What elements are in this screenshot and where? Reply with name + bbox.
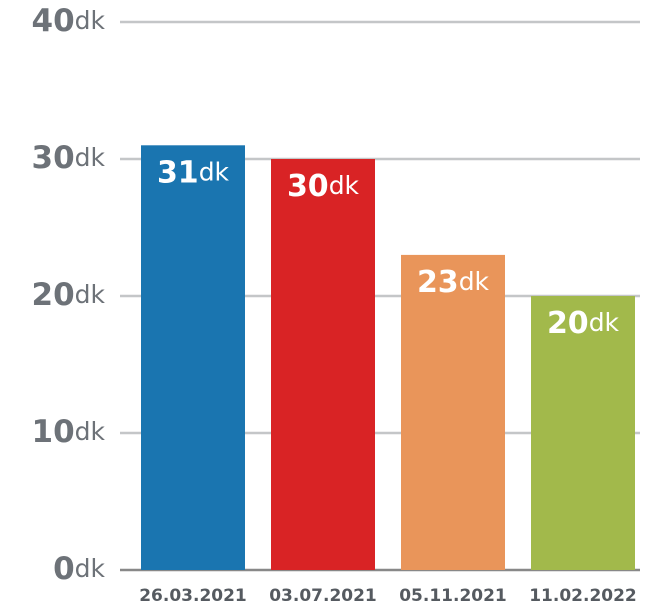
x-tick-label: 11.02.2022: [529, 586, 637, 606]
x-tick-label: 05.11.2021: [399, 586, 507, 606]
value-label: 20dk: [547, 306, 620, 341]
y-tick-label: 0dk: [53, 551, 105, 587]
value-label: 30dk: [287, 169, 360, 204]
y-tick-label: 10dk: [32, 414, 106, 450]
bar: [271, 159, 375, 570]
x-tick-label: 03.07.2021: [269, 586, 377, 606]
value-label: 23dk: [417, 264, 490, 299]
y-tick-label: 20dk: [32, 277, 106, 313]
bar: [401, 254, 505, 570]
x-tick-label: 26.03.2021: [139, 586, 247, 606]
y-tick-label: 30dk: [32, 140, 106, 176]
bar: [531, 296, 635, 570]
y-tick-label: 40dk: [32, 3, 106, 39]
bar: [141, 145, 245, 571]
value-label: 31dk: [157, 155, 230, 190]
